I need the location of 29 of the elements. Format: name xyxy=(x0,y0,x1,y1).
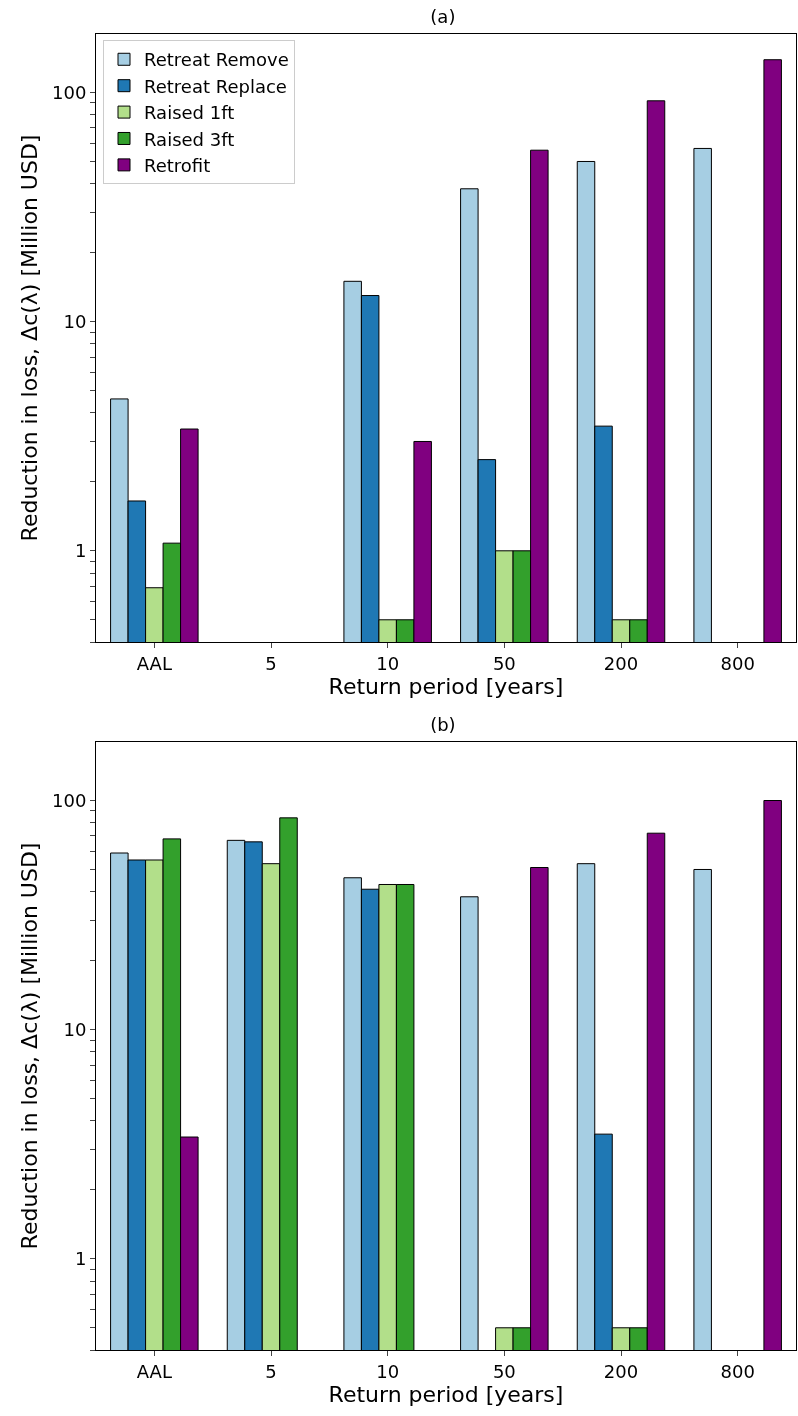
x-tick-label: 50 xyxy=(492,652,516,674)
x-tick-label: 10 xyxy=(376,1360,400,1382)
y-tick-label: 100 xyxy=(52,81,87,103)
x-tick-label: AAL xyxy=(136,1360,172,1382)
y-tick-label: 100 xyxy=(52,789,87,811)
legend-label: Raised 1ft xyxy=(144,102,235,124)
legend-label: Retreat Replace xyxy=(144,75,287,97)
x-axis-title: Return period [years] xyxy=(328,673,564,699)
x-tick-label: 10 xyxy=(376,652,400,674)
legend-label: Retreat Remove xyxy=(144,49,289,71)
y-tick-label: 10 xyxy=(63,1018,87,1040)
y-axis-title: Reduction in loss, Δc(λ) [Million USD] xyxy=(16,842,42,1250)
chart-title: (b) xyxy=(430,714,456,736)
x-tick-label: 800 xyxy=(720,1360,755,1382)
x-tick-label: 5 xyxy=(265,1360,277,1382)
legend-label: Raised 3ft xyxy=(144,128,235,150)
chart-title: (a) xyxy=(430,6,456,28)
x-tick-label: 5 xyxy=(265,652,277,674)
x-tick-label: 200 xyxy=(603,652,639,674)
x-tick-label: AAL xyxy=(136,652,172,674)
x-tick-label: 800 xyxy=(720,652,755,674)
y-tick-label: 10 xyxy=(63,310,87,332)
y-tick-label: 1 xyxy=(74,1248,87,1270)
x-tick-label: 200 xyxy=(603,1360,639,1382)
legend-label: Retrofit xyxy=(144,154,211,176)
x-axis-title: Return period [years] xyxy=(328,1381,564,1407)
y-tick-label: 1 xyxy=(74,540,87,562)
x-tick-label: 50 xyxy=(492,1360,516,1382)
y-axis-title: Reduction in loss, Δc(λ) [Million USD] xyxy=(16,134,42,542)
